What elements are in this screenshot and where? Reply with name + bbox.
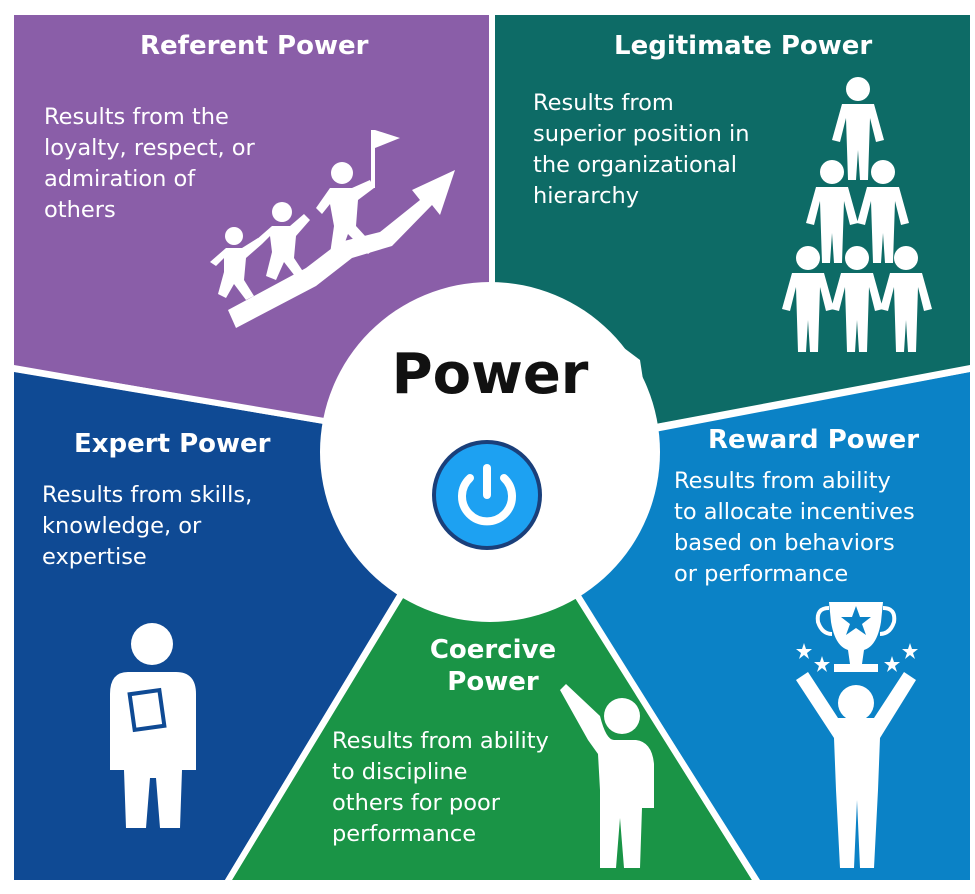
legitimate-title: Legitimate Power — [614, 31, 873, 61]
people-climbing-arrow-icon — [210, 130, 455, 328]
legitimate-description: Results from superior position in the or… — [533, 90, 750, 209]
referent-panel — [14, 15, 490, 420]
person-with-trophy-icon — [796, 602, 918, 868]
referent-title: Referent Power — [140, 31, 369, 61]
people-pyramid-icon — [782, 77, 932, 352]
person-with-book-icon — [110, 623, 196, 828]
referent-description: Results from the loyalty, respect, or ad… — [44, 104, 255, 223]
expert-title: Expert Power — [74, 429, 271, 459]
expert-description: Results from skills, knowledge, or exper… — [42, 482, 253, 570]
power-button-icon[interactable] — [432, 440, 542, 550]
reward-description: Results from ability to allocate incenti… — [674, 468, 915, 587]
separators — [9, 10, 975, 886]
reward-title: Reward Power — [708, 425, 920, 455]
center-title: Power — [391, 342, 589, 407]
person-pointing-icon — [560, 684, 654, 868]
coercive-description: Results from ability to discipline other… — [332, 728, 549, 847]
coercive-title: Coercive Power — [429, 635, 557, 697]
